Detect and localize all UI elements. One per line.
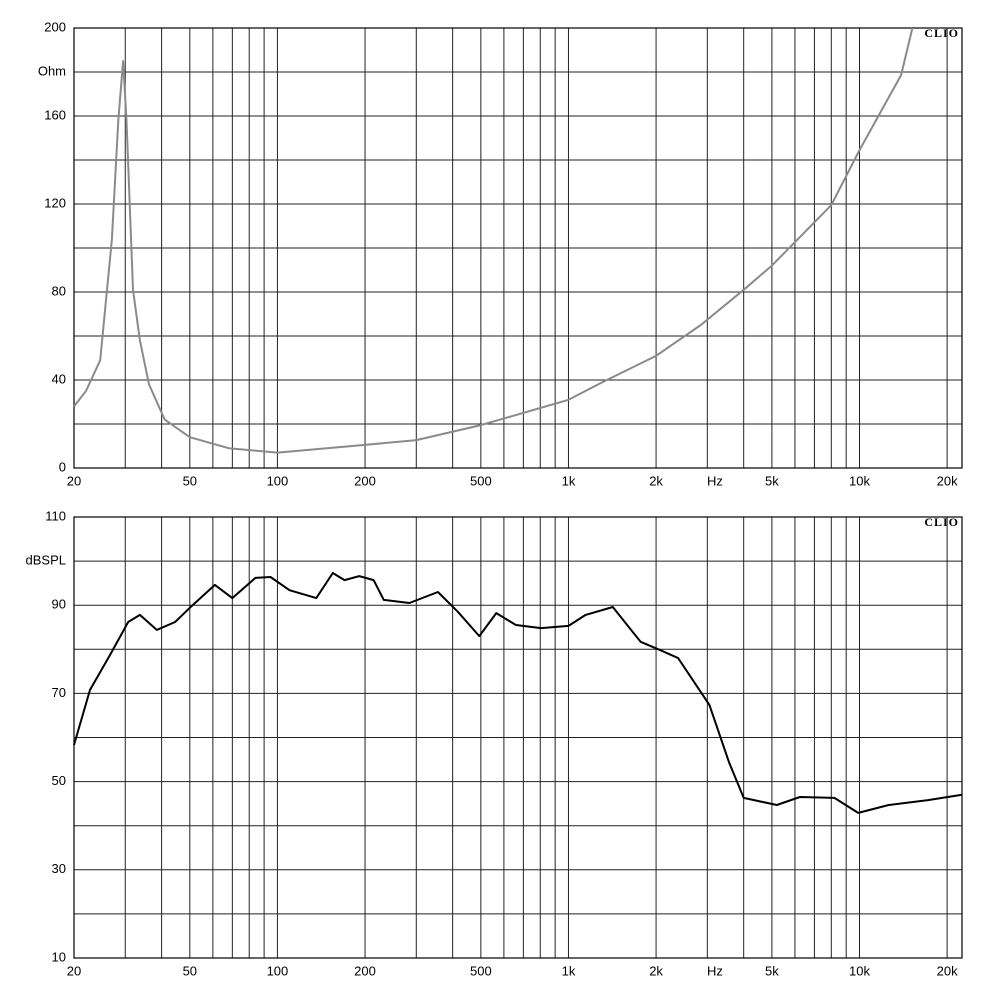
x-tick-label: 50 <box>183 963 197 978</box>
y-tick-label: 40 <box>52 371 66 386</box>
x-tick-label: 2k <box>649 473 663 488</box>
x-tick-label: 200 <box>354 473 376 488</box>
data-line <box>73 572 963 814</box>
y-tick-label: 120 <box>44 195 66 210</box>
y-tick-label: 200 <box>44 19 66 34</box>
x-tick-label: 10k <box>849 963 870 978</box>
x-tick-label: 100 <box>267 963 289 978</box>
x-axis-label: Hz <box>707 963 723 978</box>
x-tick-label: 50 <box>183 473 197 488</box>
y-tick-label: 70 <box>52 685 66 700</box>
x-tick-label: 100 <box>267 473 289 488</box>
x-tick-label: 200 <box>354 963 376 978</box>
data-line <box>73 27 914 454</box>
x-tick-label: 20k <box>937 473 958 488</box>
x-tick-label: 1k <box>562 473 576 488</box>
x-tick-label: 10k <box>849 473 870 488</box>
watermark: CLIO <box>924 26 959 40</box>
x-axis-label: Hz <box>707 473 723 488</box>
x-tick-label: 5k <box>765 473 779 488</box>
y-tick-label: 160 <box>44 107 66 122</box>
x-tick-label: 500 <box>470 473 492 488</box>
x-tick-label: 2k <box>649 963 663 978</box>
y-tick-label: 50 <box>52 773 66 788</box>
y-axis-label: Ohm <box>38 63 66 78</box>
x-tick-label: 500 <box>470 963 492 978</box>
y-tick-label: 90 <box>52 597 66 612</box>
x-tick-label: 20k <box>937 963 958 978</box>
plot-frame <box>73 516 963 959</box>
y-tick-label: 10 <box>52 949 66 964</box>
y-axis-label: dBSPL <box>26 553 66 568</box>
x-tick-label: 1k <box>562 963 576 978</box>
plot-frame <box>73 27 963 469</box>
x-tick-label: 20 <box>67 473 81 488</box>
x-tick-label: 20 <box>67 963 81 978</box>
y-tick-label: 80 <box>52 283 66 298</box>
watermark: CLIO <box>924 515 959 529</box>
y-tick-label: 110 <box>45 508 66 523</box>
y-tick-label: 30 <box>52 861 66 876</box>
y-tick-label: 0 <box>59 459 66 474</box>
x-tick-label: 5k <box>765 963 779 978</box>
